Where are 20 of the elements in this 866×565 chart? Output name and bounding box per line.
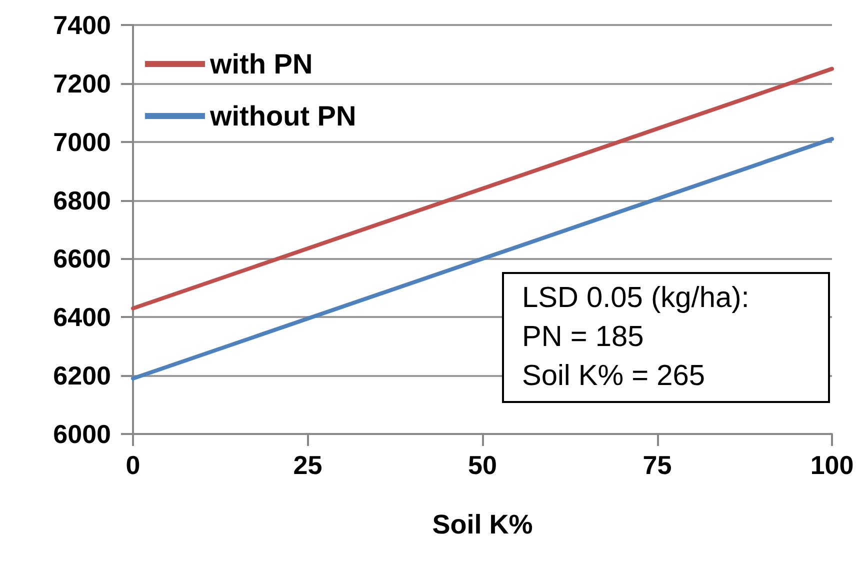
x-tick-label: 50: [468, 450, 497, 480]
annotation: Soil K% = 265: [522, 359, 706, 394]
annotation: LSD 0.05 (kg/ha):: [522, 281, 750, 316]
legend-label: with PN: [209, 48, 313, 80]
y-tick-label: 7400: [53, 10, 111, 40]
y-tick-label: 6800: [53, 185, 111, 216]
x-tick-label: 100: [810, 450, 854, 480]
y-tick-label: 6400: [53, 302, 111, 332]
y-tick-label: 6200: [53, 360, 111, 391]
y-tick-label: 7200: [53, 68, 111, 98]
annotation: PN = 185: [522, 320, 645, 355]
y-tick-label: 6000: [53, 419, 111, 449]
y-tick-label: 7000: [53, 126, 111, 157]
x-tick-label: 0: [126, 450, 140, 480]
x-tick-label: 75: [642, 450, 672, 480]
note-box: LSD 0.05 (kg/ha): PN = 185 Soil K% = 265: [502, 272, 830, 403]
y-tick-label: 6600: [53, 244, 111, 274]
legend-label: without PN: [209, 100, 356, 132]
x-tick-label: 25: [293, 450, 322, 480]
x-axis-title: Soil K%: [432, 510, 533, 540]
